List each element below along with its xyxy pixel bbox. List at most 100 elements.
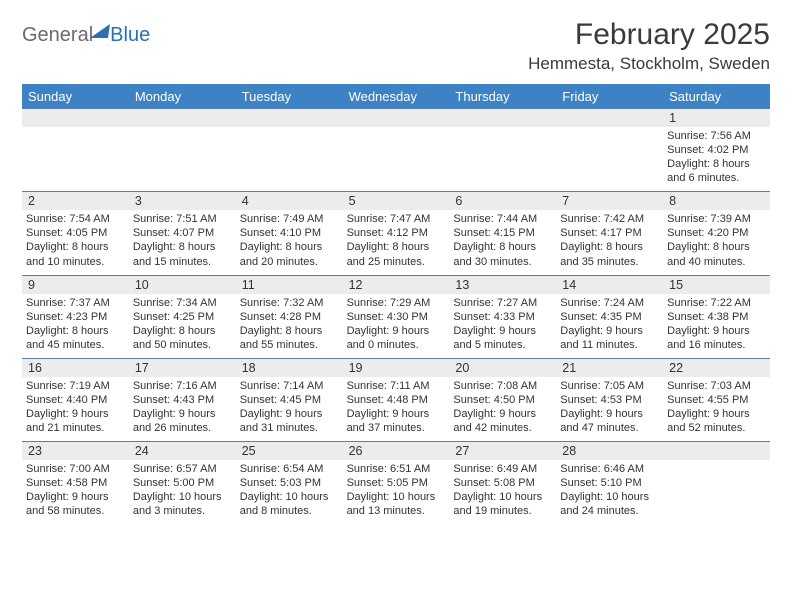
day-label: Tuesday: [236, 85, 343, 108]
day2-text: and 45 minutes.: [26, 338, 125, 352]
sunset-text: Sunset: 5:08 PM: [453, 476, 552, 490]
day-cell: [236, 127, 343, 191]
page-header: General Blue February 2025 Hemmesta, Sto…: [22, 18, 770, 74]
day-cell: Sunrise: 7:14 AMSunset: 4:45 PMDaylight:…: [236, 377, 343, 441]
day2-text: and 10 minutes.: [26, 255, 125, 269]
day2-text: and 31 minutes.: [240, 421, 339, 435]
sunset-text: Sunset: 4:15 PM: [453, 226, 552, 240]
day-number: 13: [449, 276, 556, 294]
day-number: 2: [22, 192, 129, 210]
day1-text: Daylight: 8 hours: [133, 324, 232, 338]
day2-text: and 58 minutes.: [26, 504, 125, 518]
day2-text: and 8 minutes.: [240, 504, 339, 518]
day-number: 27: [449, 442, 556, 460]
day1-text: Daylight: 9 hours: [667, 324, 766, 338]
day2-text: and 5 minutes.: [453, 338, 552, 352]
day-number: 8: [663, 192, 770, 210]
day2-text: and 11 minutes.: [560, 338, 659, 352]
sunrise-text: Sunrise: 6:51 AM: [347, 462, 446, 476]
day1-text: Daylight: 8 hours: [26, 324, 125, 338]
sunrise-text: Sunrise: 7:19 AM: [26, 379, 125, 393]
day-number: 17: [129, 359, 236, 377]
day1-text: Daylight: 8 hours: [347, 240, 446, 254]
day-label: Friday: [556, 85, 663, 108]
sunset-text: Sunset: 4:53 PM: [560, 393, 659, 407]
day-number: 3: [129, 192, 236, 210]
day2-text: and 40 minutes.: [667, 255, 766, 269]
day1-text: Daylight: 9 hours: [667, 407, 766, 421]
brand-text-1: General: [22, 24, 93, 47]
sunset-text: Sunset: 5:10 PM: [560, 476, 659, 490]
daynum-row: 1: [22, 109, 770, 127]
day1-text: Daylight: 10 hours: [240, 490, 339, 504]
day1-text: Daylight: 8 hours: [26, 240, 125, 254]
sunrise-text: Sunrise: 7:14 AM: [240, 379, 339, 393]
sunset-text: Sunset: 4:25 PM: [133, 310, 232, 324]
sunrise-text: Sunrise: 7:08 AM: [453, 379, 552, 393]
day-cell: Sunrise: 6:51 AMSunset: 5:05 PMDaylight:…: [343, 460, 450, 524]
sunset-text: Sunset: 4:58 PM: [26, 476, 125, 490]
day1-text: Daylight: 9 hours: [347, 324, 446, 338]
day2-text: and 42 minutes.: [453, 421, 552, 435]
day-cell: Sunrise: 7:00 AMSunset: 4:58 PMDaylight:…: [22, 460, 129, 524]
day-number: [22, 109, 129, 127]
daynum-row: 16171819202122: [22, 359, 770, 377]
sunset-text: Sunset: 4:12 PM: [347, 226, 446, 240]
day1-text: Daylight: 10 hours: [453, 490, 552, 504]
day1-text: Daylight: 9 hours: [453, 407, 552, 421]
day1-text: Daylight: 8 hours: [240, 240, 339, 254]
day-header-row: Sunday Monday Tuesday Wednesday Thursday…: [22, 84, 770, 108]
daynum-row: 9101112131415: [22, 276, 770, 294]
day-cell: Sunrise: 7:24 AMSunset: 4:35 PMDaylight:…: [556, 294, 663, 358]
day-number: 6: [449, 192, 556, 210]
sunset-text: Sunset: 4:23 PM: [26, 310, 125, 324]
sunset-text: Sunset: 5:00 PM: [133, 476, 232, 490]
day-cell: Sunrise: 7:39 AMSunset: 4:20 PMDaylight:…: [663, 210, 770, 274]
day-number: [556, 109, 663, 127]
day-cell: Sunrise: 7:16 AMSunset: 4:43 PMDaylight:…: [129, 377, 236, 441]
day-number: 21: [556, 359, 663, 377]
day1-text: Daylight: 10 hours: [560, 490, 659, 504]
week-row: 9101112131415Sunrise: 7:37 AMSunset: 4:2…: [22, 275, 770, 358]
day-number: [663, 442, 770, 460]
sunrise-text: Sunrise: 7:27 AM: [453, 296, 552, 310]
sunrise-text: Sunrise: 7:16 AM: [133, 379, 232, 393]
sunset-text: Sunset: 4:45 PM: [240, 393, 339, 407]
day-cell: Sunrise: 7:47 AMSunset: 4:12 PMDaylight:…: [343, 210, 450, 274]
day1-text: Daylight: 9 hours: [133, 407, 232, 421]
day2-text: and 30 minutes.: [453, 255, 552, 269]
day-label: Sunday: [22, 85, 129, 108]
day1-text: Daylight: 8 hours: [560, 240, 659, 254]
day2-text: and 26 minutes.: [133, 421, 232, 435]
day1-text: Daylight: 9 hours: [26, 407, 125, 421]
day1-text: Daylight: 8 hours: [133, 240, 232, 254]
sunset-text: Sunset: 4:33 PM: [453, 310, 552, 324]
day-number: 19: [343, 359, 450, 377]
day-cell: Sunrise: 7:03 AMSunset: 4:55 PMDaylight:…: [663, 377, 770, 441]
day-number: 14: [556, 276, 663, 294]
sunset-text: Sunset: 4:02 PM: [667, 143, 766, 157]
day-label: Thursday: [449, 85, 556, 108]
day1-text: Daylight: 10 hours: [347, 490, 446, 504]
sunrise-text: Sunrise: 7:22 AM: [667, 296, 766, 310]
day1-text: Daylight: 9 hours: [26, 490, 125, 504]
week-row: 1Sunrise: 7:56 AMSunset: 4:02 PMDaylight…: [22, 108, 770, 191]
day-cell: Sunrise: 7:32 AMSunset: 4:28 PMDaylight:…: [236, 294, 343, 358]
day-label: Monday: [129, 85, 236, 108]
day-number: 7: [556, 192, 663, 210]
sunrise-text: Sunrise: 7:42 AM: [560, 212, 659, 226]
sunrise-text: Sunrise: 6:46 AM: [560, 462, 659, 476]
day2-text: and 25 minutes.: [347, 255, 446, 269]
day2-text: and 21 minutes.: [26, 421, 125, 435]
day-cell: [663, 460, 770, 524]
sunrise-text: Sunrise: 7:11 AM: [347, 379, 446, 393]
sunrise-text: Sunrise: 7:56 AM: [667, 129, 766, 143]
day1-text: Daylight: 8 hours: [667, 240, 766, 254]
body-row: Sunrise: 7:00 AMSunset: 4:58 PMDaylight:…: [22, 460, 770, 524]
sunset-text: Sunset: 4:30 PM: [347, 310, 446, 324]
day-number: [343, 109, 450, 127]
day2-text: and 24 minutes.: [560, 504, 659, 518]
sunrise-text: Sunrise: 7:49 AM: [240, 212, 339, 226]
sunrise-text: Sunrise: 7:54 AM: [26, 212, 125, 226]
day2-text: and 55 minutes.: [240, 338, 339, 352]
